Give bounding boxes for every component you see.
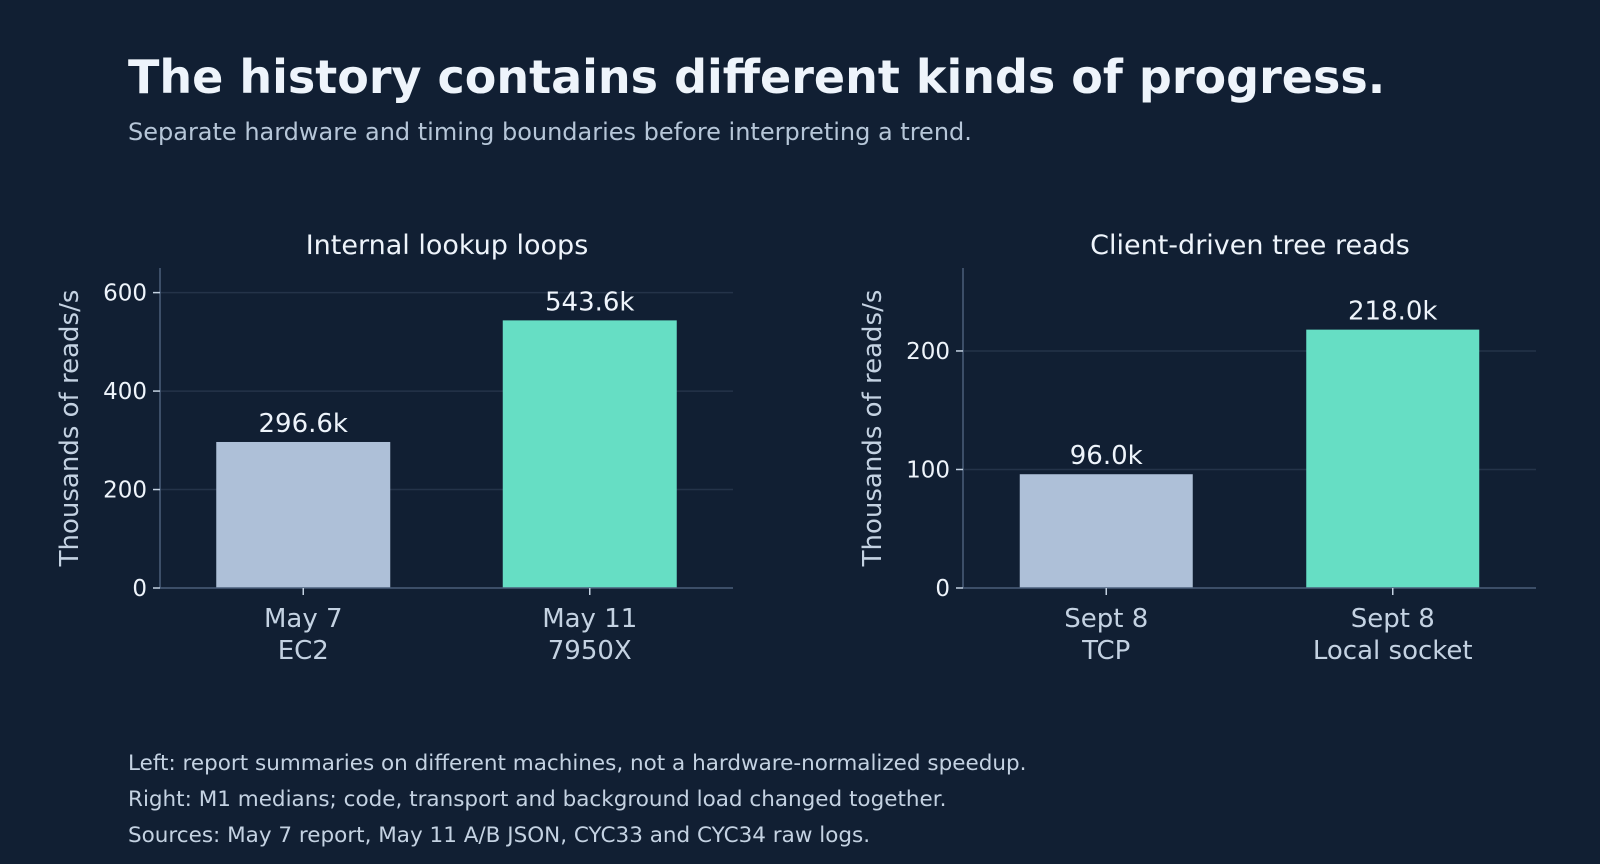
x-tick-label: Sept 8	[1064, 604, 1148, 634]
y-tick-label: 200	[906, 339, 950, 365]
x-tick-sublabel: 7950X	[548, 636, 632, 666]
x-tick-label: May 7	[264, 604, 343, 634]
y-tick-label: 0	[935, 576, 950, 602]
bar-1-0	[1019, 474, 1193, 588]
data-label: 296.6k	[259, 409, 349, 439]
panel-title-1: Client-driven tree reads	[1090, 230, 1410, 261]
footnotes: Left: report summaries on different mach…	[128, 746, 1026, 854]
footnote-sources: Sources: May 7 report, May 11 A/B JSON, …	[128, 823, 871, 848]
y-axis-label: Thousands of reads/s	[55, 290, 85, 568]
y-tick-label: 600	[103, 281, 147, 307]
x-tick-sublabel: EC2	[278, 636, 329, 666]
footnote-right: Right: M1 medians; code, transport and b…	[128, 787, 947, 812]
page-title: The history contains different kinds of …	[128, 50, 1386, 104]
panel-title-0: Internal lookup loops	[306, 230, 589, 261]
data-label: 543.6k	[545, 287, 635, 317]
page-subtitle: Separate hardware and timing boundaries …	[128, 118, 972, 146]
data-label: 218.0k	[1348, 297, 1438, 327]
x-tick-label: Sept 8	[1351, 604, 1435, 634]
y-tick-label: 200	[103, 478, 147, 504]
data-label: 96.0k	[1070, 441, 1143, 471]
bar-0-1	[502, 320, 677, 588]
y-tick-label: 100	[906, 457, 950, 483]
x-tick-sublabel: TCP	[1081, 636, 1130, 666]
footnote-left: Left: report summaries on different mach…	[128, 751, 1027, 776]
x-tick-label: May 11	[542, 604, 637, 634]
y-tick-label: 400	[103, 379, 147, 405]
bar-0-0	[216, 441, 391, 588]
y-tick-label: 0	[132, 576, 147, 602]
y-axis-label: Thousands of reads/s	[858, 290, 888, 568]
bar-1-1	[1306, 329, 1480, 588]
x-tick-sublabel: Local socket	[1313, 636, 1473, 666]
